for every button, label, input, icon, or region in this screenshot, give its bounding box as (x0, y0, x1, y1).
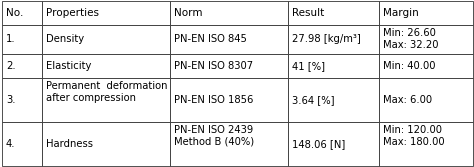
Text: 4.: 4. (6, 139, 16, 149)
Text: Min: 40.00: Min: 40.00 (383, 61, 435, 71)
Bar (171, 25, 288, 54)
Bar (42, 1, 171, 25)
Bar (42, 78, 171, 122)
Text: PN-EN ISO 2439
Method B (40%): PN-EN ISO 2439 Method B (40%) (174, 125, 255, 147)
Bar (288, 25, 379, 54)
Text: PN-EN ISO 8307: PN-EN ISO 8307 (174, 61, 254, 71)
Text: 27.98 [kg/m³]: 27.98 [kg/m³] (292, 35, 361, 44)
Text: Norm: Norm (174, 8, 203, 18)
Bar (171, 122, 288, 166)
Text: 148.06 [N]: 148.06 [N] (292, 139, 346, 149)
Text: Min: 26.60
Max: 32.20: Min: 26.60 Max: 32.20 (383, 28, 438, 50)
Bar (2, 1, 42, 25)
Text: 41 [%]: 41 [%] (292, 61, 325, 71)
Text: Result: Result (292, 8, 325, 18)
Bar (288, 78, 379, 122)
Bar (42, 25, 171, 54)
Bar (171, 54, 288, 78)
Text: Properties: Properties (46, 8, 99, 18)
Text: Hardness: Hardness (46, 139, 93, 149)
Bar (379, 1, 473, 25)
Text: Margin: Margin (383, 8, 419, 18)
Bar (288, 1, 379, 25)
Text: Max: 6.00: Max: 6.00 (383, 95, 432, 105)
Bar (2, 54, 42, 78)
Text: No.: No. (6, 8, 23, 18)
Bar (288, 122, 379, 166)
Bar (379, 25, 473, 54)
Text: Density: Density (46, 35, 84, 44)
Text: 1.: 1. (6, 35, 16, 44)
Text: Min: 120.00
Max: 180.00: Min: 120.00 Max: 180.00 (383, 125, 445, 147)
Bar (2, 122, 42, 166)
Bar (288, 54, 379, 78)
Text: 3.: 3. (6, 95, 16, 105)
Text: PN-EN ISO 1856: PN-EN ISO 1856 (174, 95, 254, 105)
Bar (2, 78, 42, 122)
Text: Elasticity: Elasticity (46, 61, 91, 71)
Bar (171, 1, 288, 25)
Text: PN-EN ISO 845: PN-EN ISO 845 (174, 35, 247, 44)
Bar (2, 25, 42, 54)
Bar (171, 78, 288, 122)
Bar (379, 54, 473, 78)
Bar (42, 122, 171, 166)
Text: 3.64 [%]: 3.64 [%] (292, 95, 335, 105)
Bar (379, 78, 473, 122)
Text: 2.: 2. (6, 61, 16, 71)
Bar (42, 54, 171, 78)
Text: Permanent  deformation
after compression: Permanent deformation after compression (46, 81, 167, 103)
Bar (379, 122, 473, 166)
